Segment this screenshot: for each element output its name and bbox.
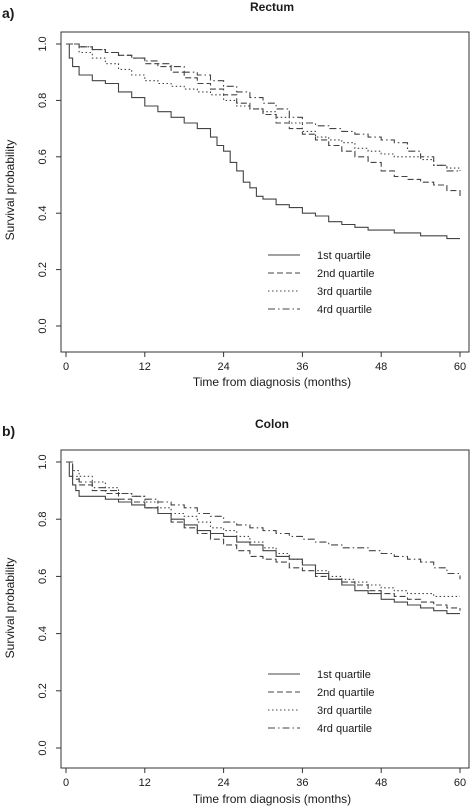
legend-label: 3rd quartile [317, 705, 372, 717]
survival-curves [66, 43, 461, 240]
x-tick-label: 36 [296, 777, 308, 789]
y-tick-label: 0.0 [37, 740, 49, 755]
legend: 1st quartile 2nd quartile 3rd quartile 4… [268, 669, 375, 735]
survival-curve [66, 461, 461, 580]
x-axis-label: Time from diagnosis (months) [193, 375, 351, 389]
y-tick-label: 0.8 [37, 93, 49, 108]
panel-b: b) Colon Time from diagnosis (months) Su… [2, 417, 470, 806]
axes: 0 12 24 36 48 60 0.0 0.2 0.4 0.6 0.8 1.0 [37, 36, 466, 373]
legend-label: 3rd quartile [317, 286, 372, 298]
plot-frame [60, 449, 470, 769]
x-tick-label: 12 [139, 361, 151, 373]
legend: 1st quartile 2nd quartile 3rd quartile 4… [268, 250, 375, 316]
y-tick-label: 0.2 [37, 262, 49, 277]
legend-label: 4rd quartile [317, 304, 372, 316]
legend-label: 1st quartile [317, 669, 371, 681]
y-tick-label: 0.4 [37, 206, 49, 221]
x-tick-label: 48 [375, 361, 387, 373]
chart-title: Colon [255, 417, 289, 431]
x-axis-label: Time from diagnosis (months) [193, 792, 351, 806]
x-tick-label: 36 [296, 361, 308, 373]
survival-curve [66, 461, 460, 615]
panel-letter: b) [2, 423, 15, 439]
y-tick-label: 0.8 [37, 512, 49, 527]
panel-letter: a) [2, 5, 14, 21]
chart-title: Rectum [250, 0, 294, 14]
y-tick-label: 0.2 [37, 683, 49, 698]
survival-curves [66, 461, 461, 615]
x-tick-label: 0 [63, 361, 69, 373]
y-axis-label: Survival probability [3, 558, 17, 659]
legend-label: 2nd quartile [317, 268, 375, 280]
x-tick-label: 24 [217, 777, 229, 789]
legend-label: 4rd quartile [317, 723, 372, 735]
y-tick-label: 1.0 [37, 36, 49, 51]
x-tick-label: 12 [139, 777, 151, 789]
x-tick-label: 48 [375, 777, 387, 789]
panel-a: a) Rectum Time from diagnosis (months) S… [2, 0, 470, 389]
y-tick-label: 0.0 [37, 318, 49, 333]
survival-curve [66, 461, 461, 611]
x-tick-label: 24 [217, 361, 229, 373]
y-tick-label: 0.6 [37, 569, 49, 584]
survival-curve [66, 43, 461, 197]
y-tick-label: 0.4 [37, 626, 49, 641]
survival-curve [66, 461, 460, 597]
survival-curve [66, 43, 460, 240]
survival-curve [66, 43, 461, 171]
y-tick-label: 0.6 [37, 149, 49, 164]
legend-label: 2nd quartile [317, 687, 375, 699]
axes: 0 12 24 36 48 60 0.0 0.2 0.4 0.6 0.8 1.0 [37, 454, 466, 789]
plot-frame [60, 31, 470, 353]
survival-curve [66, 43, 460, 172]
x-tick-label: 0 [63, 777, 69, 789]
y-axis-label: Survival probability [3, 140, 17, 241]
x-tick-label: 60 [454, 777, 466, 789]
y-tick-label: 1.0 [37, 454, 49, 469]
x-tick-label: 60 [454, 361, 466, 373]
legend-label: 1st quartile [317, 250, 371, 262]
